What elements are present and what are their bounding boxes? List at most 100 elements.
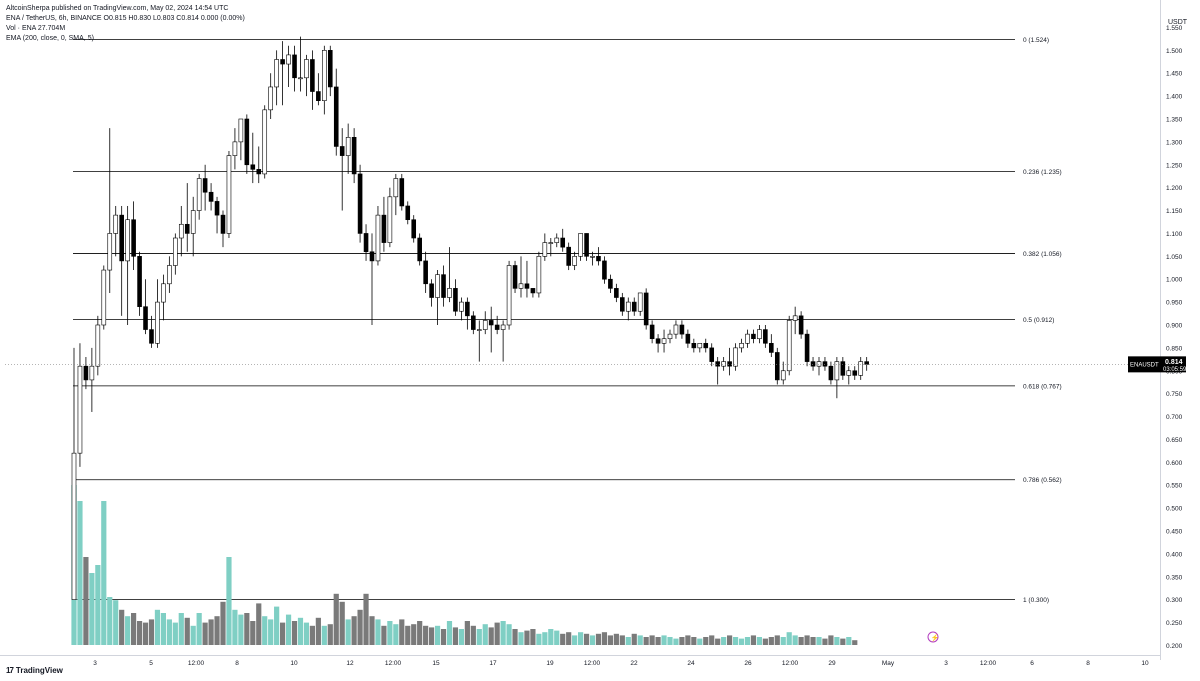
ema-legend[interactable]: EMA (200, close, 0, SMA, 5): [6, 35, 94, 42]
candle-body: [685, 333, 691, 344]
candle-body: [316, 91, 321, 101]
candle-body: [488, 320, 494, 326]
candle-body: [739, 342, 744, 349]
candle-body: [310, 59, 315, 92]
candle-body: [763, 329, 768, 344]
x-tick-label: 12:00: [385, 660, 402, 667]
volume-bar: [303, 622, 310, 645]
volume-bar: [625, 637, 631, 645]
volume-bar: [226, 557, 232, 645]
volume-bar: [101, 501, 107, 645]
symbol-ohlc-line[interactable]: ENA / TetherUS, 6h, BINANCE O0.815 H0.83…: [6, 15, 245, 22]
volume-bar: [315, 617, 321, 645]
candle-body: [226, 155, 232, 234]
x-tick-label: 26: [744, 660, 752, 667]
candle-body: [572, 256, 577, 266]
volume-bar: [464, 621, 470, 645]
volume-bar: [661, 635, 667, 645]
volume-bar: [536, 633, 542, 645]
candle-body: [566, 246, 571, 266]
x-tick-label: 12:00: [188, 660, 205, 667]
candle-body: [202, 178, 208, 193]
y-tick-label: 1.550: [1166, 25, 1183, 32]
candle-body: [280, 59, 285, 65]
candle-body: [357, 173, 363, 234]
y-tick-label: 1.300: [1166, 139, 1183, 146]
current-price-value: 0.814: [1165, 359, 1183, 366]
x-tick-label: 12:00: [980, 660, 997, 667]
fib-level-label: 0.236 (1.235): [1023, 169, 1062, 176]
volume-bar: [417, 621, 423, 645]
volume-bar: [512, 629, 518, 645]
price-axis[interactable]: 1.550 1.500 1.450 1.400 1.350 1.300 1.250 1.200…: [1166, 25, 1183, 650]
volume-bar: [852, 640, 858, 645]
candle-body: [405, 205, 411, 221]
volume-bar: [375, 619, 381, 645]
candle-body: [262, 109, 268, 175]
tradingview-logo[interactable]: 17 TradingView: [6, 666, 63, 675]
candle-body: [667, 333, 673, 340]
candle-body: [196, 178, 202, 211]
volume-bar: [583, 633, 590, 645]
candle-body: [655, 338, 661, 344]
volume-bar: [399, 619, 405, 645]
volume-bar: [327, 624, 333, 645]
volume-bar: [387, 621, 393, 645]
x-tick-label: 15: [432, 660, 440, 667]
volume-bar: [369, 616, 375, 645]
volume-bar: [685, 635, 691, 645]
volume-bar: [494, 622, 500, 645]
y-tick-label: 0.250: [1166, 620, 1183, 627]
x-tick-label: 22: [630, 660, 638, 667]
candle-body: [107, 233, 113, 271]
candle-body: [471, 315, 476, 330]
volume-bar: [768, 637, 774, 645]
replay-badge[interactable]: ⚡: [927, 631, 940, 643]
current-price-symbol: ENAUSDT: [1130, 362, 1159, 368]
candle-body: [476, 329, 482, 331]
y-tick-label: 1.050: [1166, 254, 1183, 261]
candle-body: [614, 288, 619, 298]
fib-level-label: 1 (0.300): [1023, 597, 1049, 604]
candle-body: [339, 146, 345, 156]
candle-body: [441, 274, 446, 298]
y-tick-label: 1.450: [1166, 71, 1183, 78]
candle-body: [256, 169, 262, 175]
volume-bar: [244, 613, 250, 645]
candle-body: [429, 283, 434, 298]
lightning-icon: ⚡: [931, 633, 940, 642]
x-tick-label: 19: [546, 660, 554, 667]
volume-bar: [89, 573, 95, 645]
y-tick-label: 1.250: [1166, 162, 1183, 169]
candle-body: [292, 54, 297, 79]
y-tick-label: 0.400: [1166, 551, 1183, 558]
time-axis[interactable]: 3 5 12:00 8 10 12 12:00 15 17 19 12:00 22 24 26 12:00 2…: [93, 660, 1149, 667]
candle-body: [417, 237, 422, 262]
volume-bar: [774, 635, 780, 645]
candle-body: [810, 361, 816, 367]
candle-body: [858, 361, 864, 376]
candle-body: [298, 77, 303, 80]
volume-bar: [589, 635, 596, 645]
candle-body: [399, 178, 405, 207]
y-tick-label: 0.500: [1166, 506, 1183, 513]
candle-body: [143, 306, 148, 330]
candle-body: [304, 59, 309, 79]
volume-bar: [715, 638, 721, 645]
volume-legend[interactable]: Vol · ENA 27.704M: [6, 25, 66, 32]
candle-body: [220, 214, 226, 234]
candle-body: [631, 301, 637, 312]
candle-body: [214, 201, 220, 216]
currency-label: USDT: [1168, 19, 1188, 26]
candle-body: [786, 320, 792, 372]
candle-body: [691, 342, 697, 349]
x-tick-label: 6: [1030, 660, 1034, 667]
x-tick-label: 10: [1141, 660, 1149, 667]
candle-body: [864, 361, 869, 365]
candle-body: [149, 329, 154, 344]
volume-bar: [643, 637, 649, 645]
candle-body: [745, 333, 750, 344]
volume-bar: [250, 621, 256, 645]
y-tick-label: 1.350: [1166, 116, 1183, 123]
